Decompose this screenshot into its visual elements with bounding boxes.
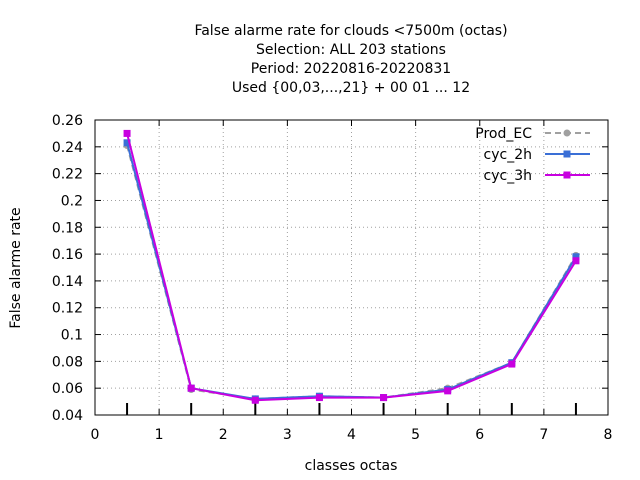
x-tick-label: 8 xyxy=(604,427,613,443)
data-point xyxy=(187,384,195,392)
y-tick-label: 0.16 xyxy=(52,247,83,263)
x-tick-label: 2 xyxy=(219,427,228,443)
y-tick-label: 0.04 xyxy=(52,408,83,424)
data-point xyxy=(572,257,580,265)
data-point xyxy=(251,396,259,404)
legend-label: cyc_3h xyxy=(484,168,532,184)
y-axis-label: False alarme rate xyxy=(8,207,24,328)
series-lines xyxy=(123,129,580,404)
y-tick-label: 0.18 xyxy=(52,220,83,236)
chart-title: False alarme rate for clouds <7500m (oct… xyxy=(194,23,507,96)
data-point xyxy=(380,394,388,402)
title-line: False alarme rate for clouds <7500m (oct… xyxy=(194,23,507,39)
grid-lines xyxy=(95,120,608,415)
x-tick-label: 3 xyxy=(283,427,292,443)
data-point xyxy=(315,394,323,402)
legend-marker xyxy=(563,171,571,179)
legend-label: Prod_EC xyxy=(475,126,532,142)
y-tick-label: 0.12 xyxy=(52,301,83,317)
x-tick-label: 0 xyxy=(91,427,100,443)
tick-labels: 0 1 2 3 4 5 6 7 8 0.04 0.06 0.08 0.1 0.12 0.14 0.16 0.18… xyxy=(52,113,613,443)
y-tick-label: 0.2 xyxy=(61,193,83,209)
y-tick-label: 0.1 xyxy=(61,328,83,344)
data-point xyxy=(508,360,516,368)
y-tick-label: 0.26 xyxy=(52,113,83,129)
x-axis-label: classes octas xyxy=(305,458,398,474)
legend-marker xyxy=(563,129,571,137)
series-cyc-3h xyxy=(123,129,580,404)
y-tick-label: 0.24 xyxy=(52,140,83,156)
legend: Prod_EC cyc_2h cyc_3h xyxy=(475,126,590,184)
legend-marker xyxy=(563,150,571,158)
y-tick-label: 0.06 xyxy=(52,381,83,397)
x-tick-label: 7 xyxy=(539,427,548,443)
data-point xyxy=(123,139,131,147)
x-tick-label: 5 xyxy=(411,427,420,443)
data-point xyxy=(572,253,580,261)
x-tick-label: 6 xyxy=(475,427,484,443)
axes xyxy=(94,119,609,416)
x-tick-label: 4 xyxy=(347,427,356,443)
title-line: Used {00,03,...,21} + 00 01 ... 12 xyxy=(232,80,470,96)
x-tick-label: 1 xyxy=(155,427,164,443)
y-tick-label: 0.14 xyxy=(52,274,83,290)
legend-label: cyc_2h xyxy=(484,147,532,163)
y-tick-label: 0.22 xyxy=(52,167,83,183)
y-tick-label: 0.08 xyxy=(52,354,83,370)
data-point xyxy=(444,387,452,395)
title-line: Period: 20220816-20220831 xyxy=(251,61,451,77)
series-line xyxy=(126,133,577,402)
data-point xyxy=(123,129,131,137)
title-line: Selection: ALL 203 stations xyxy=(256,42,446,58)
